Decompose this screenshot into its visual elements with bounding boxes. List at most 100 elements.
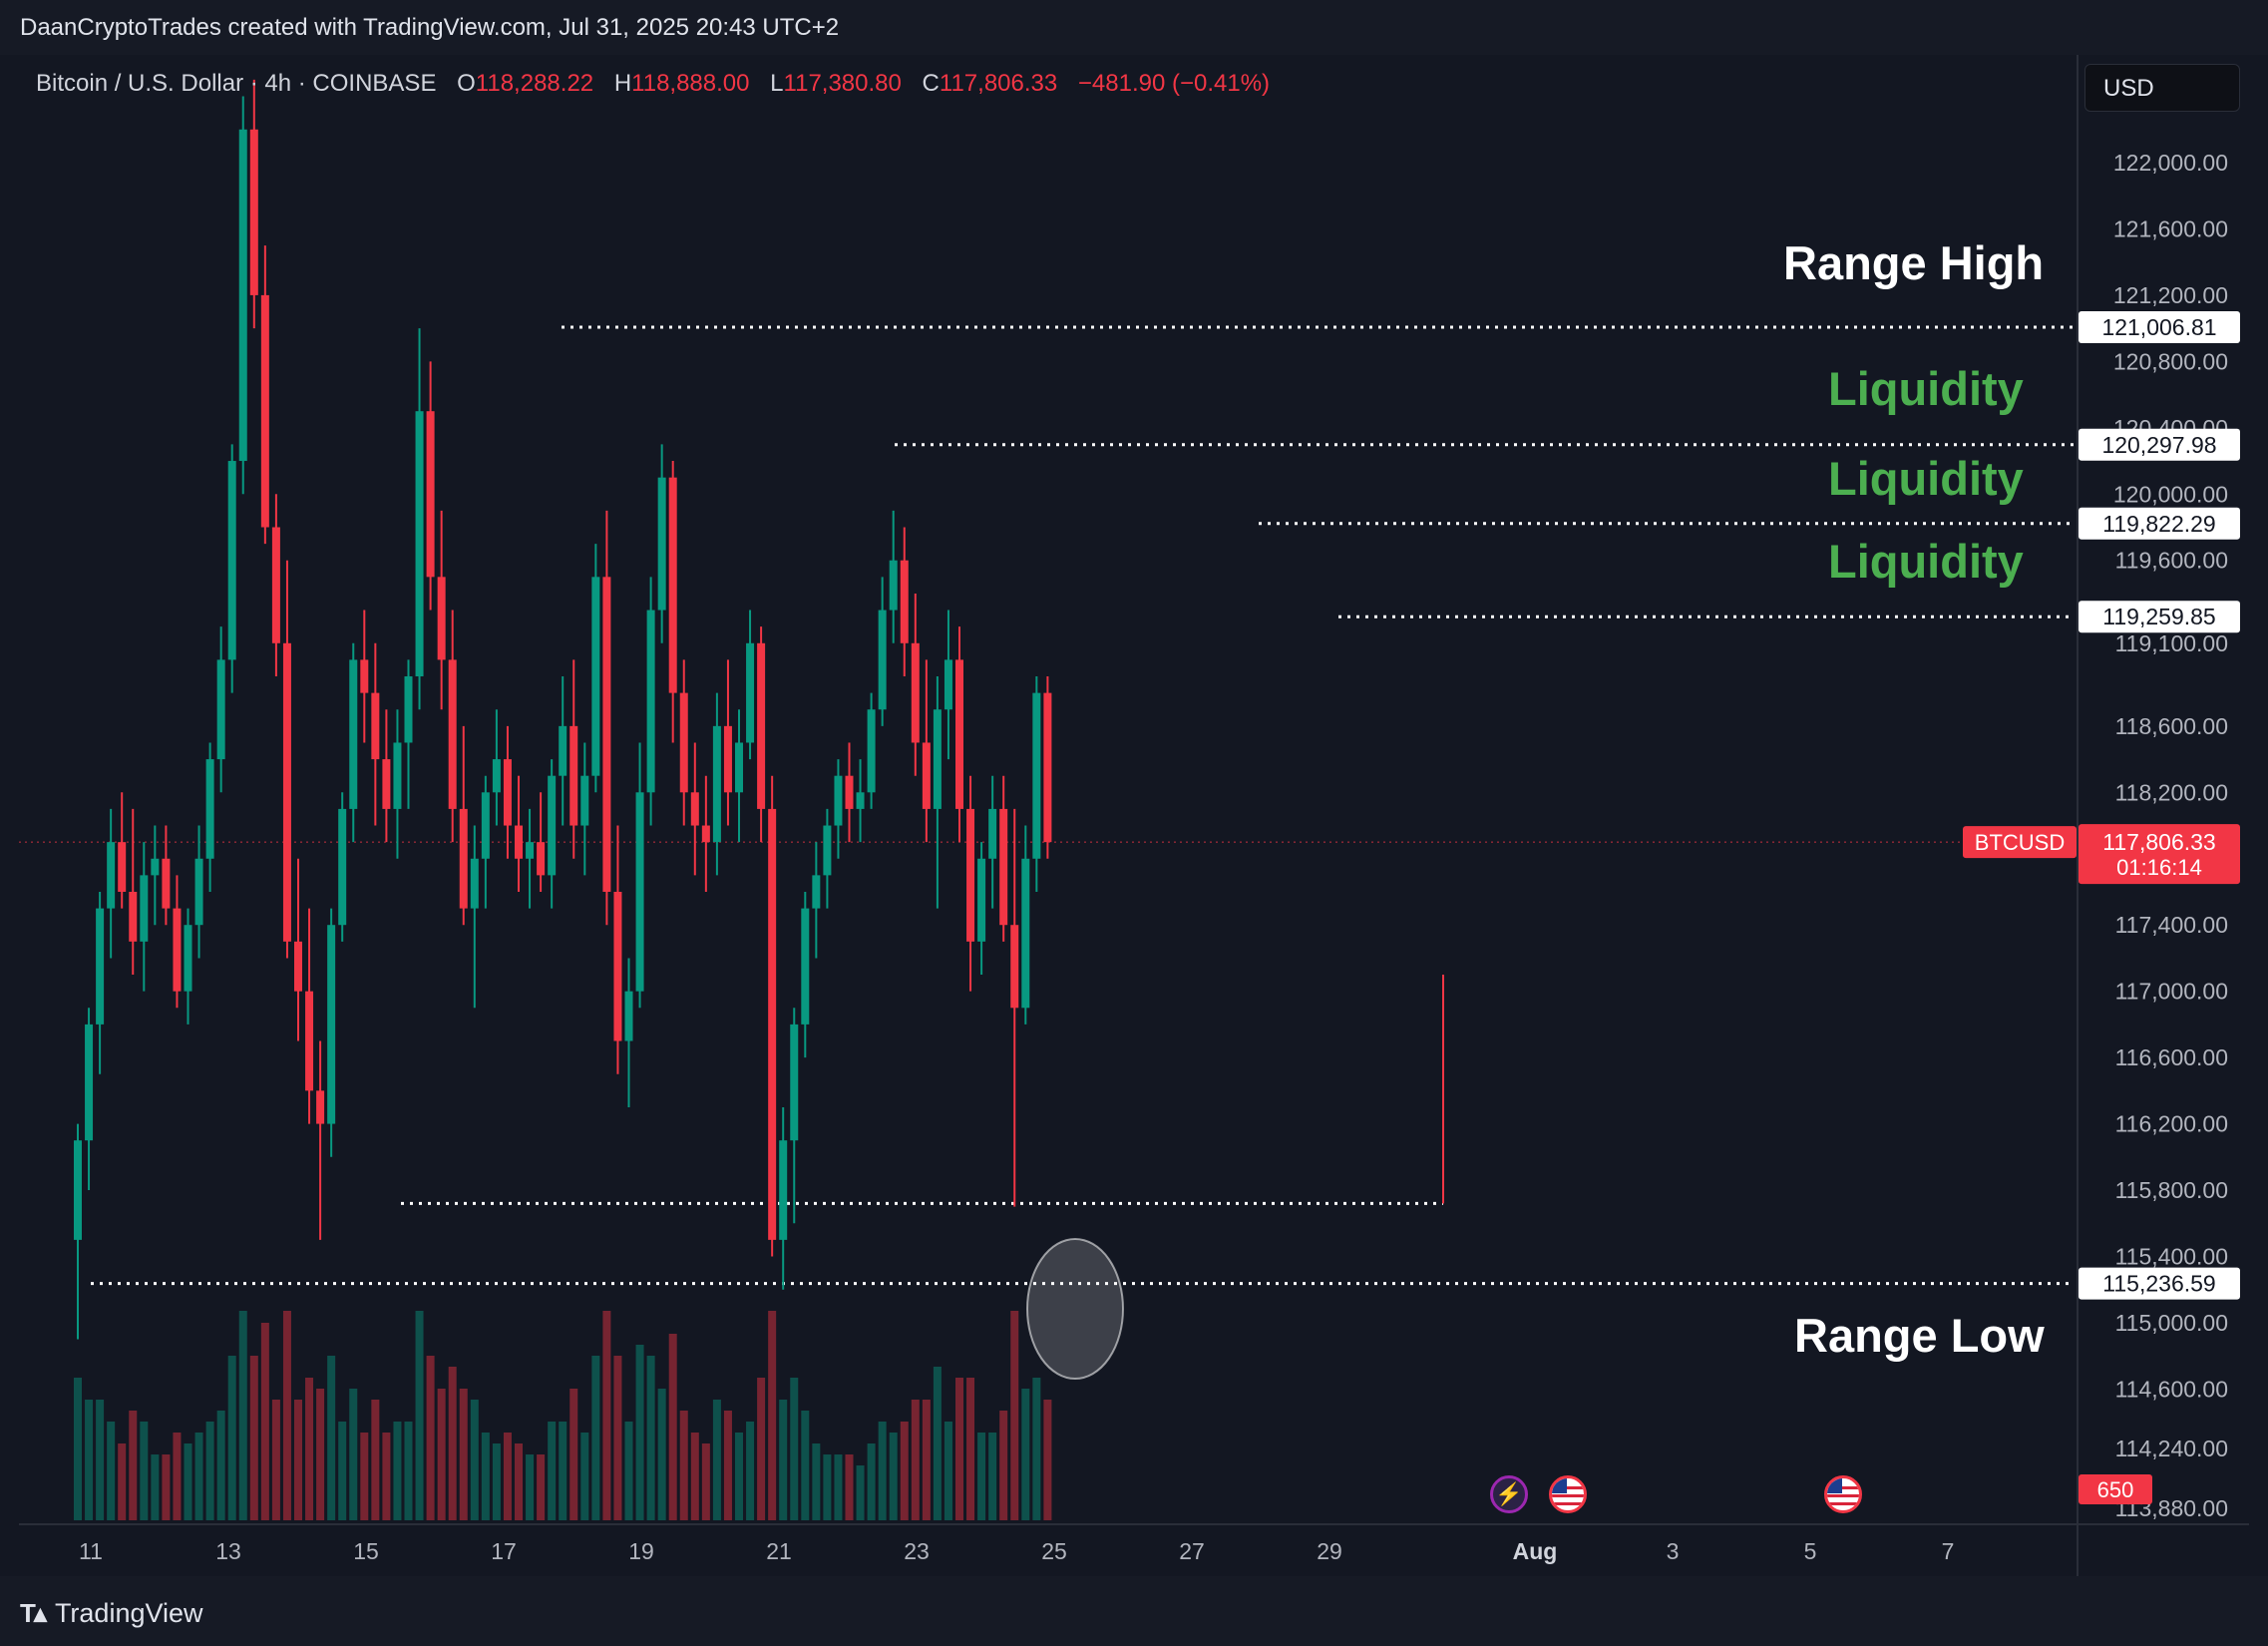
time-tick-label: 3 [1667,1538,1680,1564]
volume-bar [327,1356,336,1520]
candle-body [988,808,997,859]
candle-body [316,1090,325,1124]
volume-tag-label: 650 [2097,1477,2134,1502]
time-tick-label: 15 [353,1538,379,1564]
time-tick-label: 23 [904,1538,930,1564]
volume-bar [735,1433,743,1520]
volume-bar [107,1422,116,1520]
price-tick-label: 122,000.00 [2113,150,2228,176]
volume-bar [1010,1311,1019,1520]
volume-bar [249,1356,258,1520]
price-tick-label: 116,200.00 [2115,1111,2228,1137]
volume-bar [977,1433,986,1520]
time-tick-label: 13 [215,1538,241,1564]
candle-body [801,908,810,1025]
volume-bar [404,1422,413,1520]
price-tick-label: 120,000.00 [2113,481,2228,507]
volume-bar [360,1433,369,1520]
volume-bar [316,1389,325,1520]
candle-body [305,991,314,1091]
symbol-tag [1963,826,2077,859]
level-price-label: 119,259.85 [2102,604,2215,629]
sweep-highlight-ellipse [1026,1238,1124,1380]
volume-bar [526,1454,535,1520]
candle-body [426,411,435,578]
candle-body [779,1140,788,1240]
last-price-label: 117,806.33 [2102,829,2215,855]
volume-bar [492,1443,501,1520]
price-tick-label: 121,200.00 [2113,282,2228,308]
volume-bar [878,1422,887,1520]
volume-bar [271,1400,280,1520]
volume-bar [746,1422,755,1520]
candle-body [162,858,171,909]
price-tick-label: 118,200.00 [2115,779,2228,805]
volume-bar [559,1422,567,1520]
candle-body [118,842,127,892]
volume-bar [779,1400,788,1520]
candle-body [1021,858,1030,1009]
time-tick-label: 5 [1804,1538,1817,1564]
candle-body [624,991,633,1041]
candle-body [735,742,743,793]
us-flag-event-icon[interactable] [1824,1475,1862,1513]
high-value: 118,888.00 [631,70,750,97]
volume-bar [393,1422,402,1520]
close-label: C [922,70,940,97]
candle-body [966,808,975,942]
symbol-title[interactable]: Bitcoin / U.S. Dollar · 4h · COINBASE [36,70,437,97]
volume-bar [933,1367,942,1520]
price-tick-label: 115,000.00 [2115,1310,2228,1336]
candle-body [922,742,931,809]
volume-bar [624,1422,633,1520]
volume-bar [723,1411,732,1520]
volume-bar [944,1422,952,1520]
candle-body [227,461,236,660]
volume-bar [238,1311,247,1520]
candle-body [812,875,821,909]
chart-pane[interactable] [19,55,2249,1576]
candle-body [238,129,247,462]
currency-selector[interactable]: USD [2084,64,2240,112]
candle-body [371,692,380,760]
volume-bar [481,1433,490,1520]
volume-bar [613,1356,622,1520]
candle-body [338,808,347,926]
volume-bar [227,1356,236,1520]
volume-bar [503,1433,512,1520]
time-tick-label: 11 [79,1538,103,1564]
candle-body [668,477,677,693]
lightning-event-icon[interactable]: ⚡ [1490,1475,1528,1513]
volume-bar [129,1411,138,1520]
candle-body [977,858,986,942]
range-low-label: Range Low [1794,1309,2045,1362]
volume-bar [382,1433,391,1520]
candle-body [205,759,214,859]
volume-bar [1043,1400,1052,1520]
countdown-label: 01:16:14 [2116,855,2202,880]
time-tick-label: Aug [1513,1538,1558,1564]
volume-bar [548,1422,557,1520]
us-flag-event-icon[interactable] [1549,1475,1587,1513]
candle-body [459,808,468,909]
candle-body [184,925,192,992]
low-label: L [770,70,784,97]
volume-bar [74,1378,82,1520]
volume-bar [305,1378,314,1520]
candle-body [74,1140,82,1240]
volume-bar [1032,1378,1041,1520]
volume-bar [459,1389,468,1520]
tradingview-logo[interactable]: T▴ TradingView [20,1598,203,1629]
level-price-tag [2079,507,2240,540]
volume-bar [470,1400,479,1520]
candle-body [591,577,600,776]
author-caption: DaanCryptoTrades created with TradingVie… [20,14,840,41]
volume-bar [602,1311,611,1520]
volume-bar [900,1422,909,1520]
volume-bar [801,1411,810,1520]
range-high-label: Range High [1783,236,2045,289]
candle-body [768,808,777,1240]
price-tick-label: 119,100.00 [2115,630,2228,656]
volume-bar [591,1356,600,1520]
